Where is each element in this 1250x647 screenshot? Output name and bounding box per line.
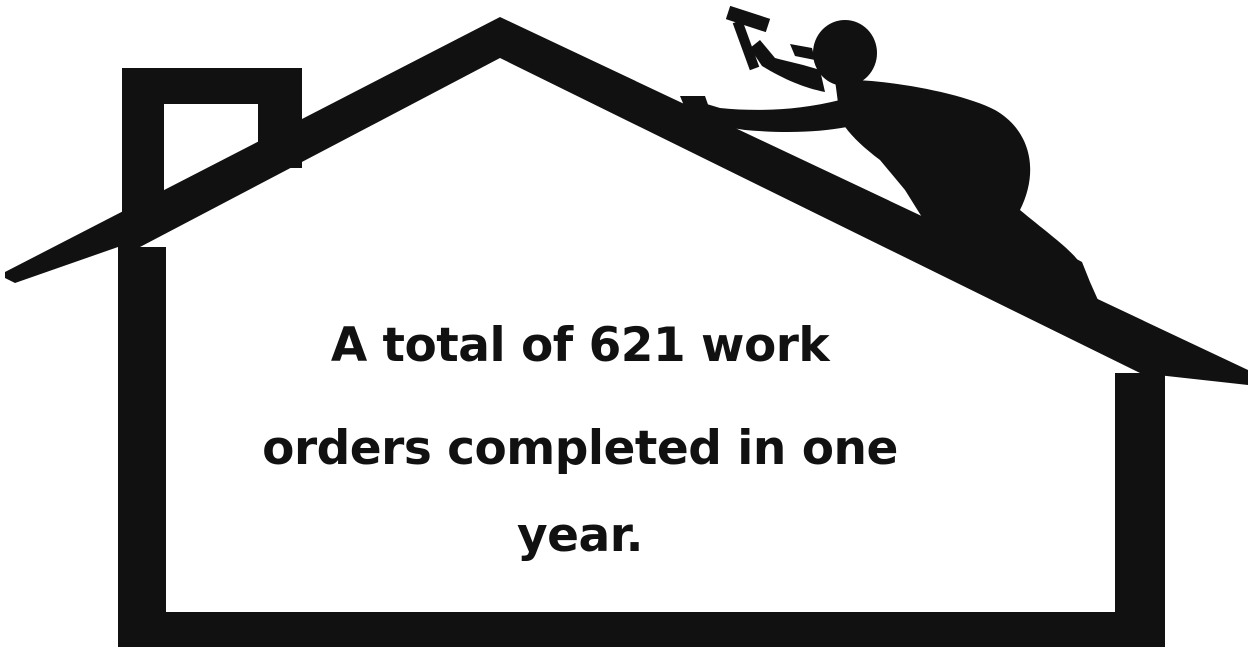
message-line-3: year.: [516, 508, 644, 563]
message-line-1: A total of 621 work: [330, 318, 830, 373]
left-wall-icon: [118, 247, 166, 647]
hammer-icon: [725, 5, 771, 71]
chimney-icon: [122, 68, 302, 228]
floor-icon: [118, 612, 1165, 647]
right-wall-icon: [1115, 373, 1165, 647]
roofer-silhouette-icon: [680, 20, 1098, 305]
house-outline-icon: [5, 17, 1248, 647]
roof-icon: [5, 17, 1248, 385]
message-line-2: orders completed in one: [262, 421, 898, 476]
